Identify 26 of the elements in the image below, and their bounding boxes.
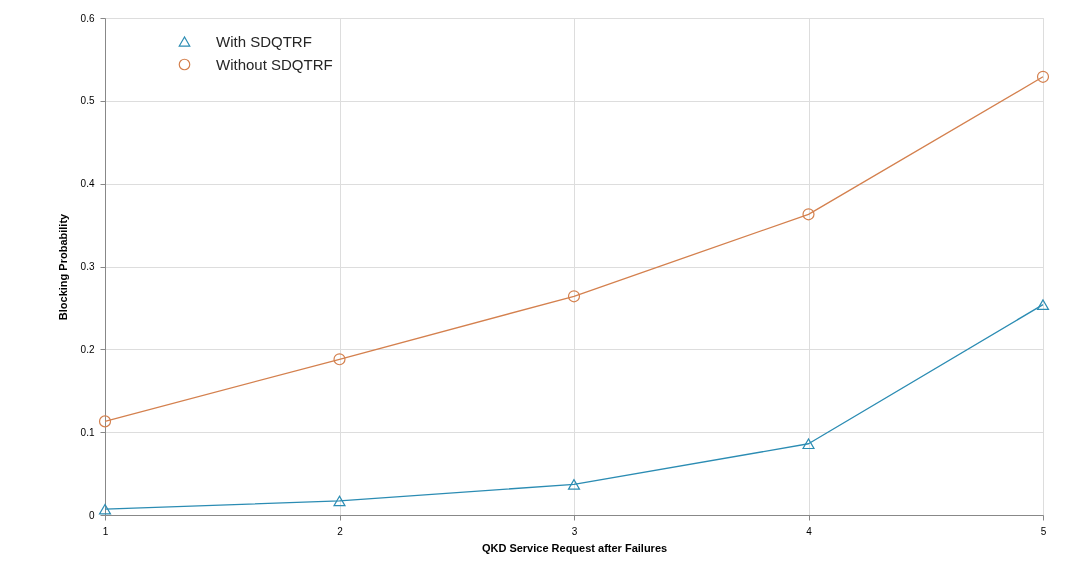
point xyxy=(98,503,112,515)
legend-label: Without SDQTRF xyxy=(216,55,333,73)
y-tick-label: 0.1 xyxy=(80,426,95,438)
point xyxy=(333,353,346,366)
x-tick-label: 3 xyxy=(571,525,578,537)
y-tick-label: 0 xyxy=(88,509,95,521)
y-tick-label: 0.3 xyxy=(80,261,95,272)
legend-label: With SDQTRF xyxy=(216,32,312,50)
y-tick-label: 0.5 xyxy=(80,95,95,107)
point xyxy=(567,290,581,303)
point xyxy=(1036,70,1050,83)
x-tick-label: 5 xyxy=(1040,525,1047,537)
y-tick-label: 0.2 xyxy=(80,343,95,355)
x-tick-label: 1 xyxy=(102,525,109,537)
y-tick-label: 0.4 xyxy=(80,178,95,190)
point xyxy=(333,495,346,507)
point xyxy=(1036,299,1050,310)
y-tick-label: 0.6 xyxy=(80,12,95,24)
point xyxy=(802,438,815,450)
x-tick-label: 2 xyxy=(337,525,344,537)
x-tick-label: 4 xyxy=(806,525,813,537)
point xyxy=(98,415,112,428)
point xyxy=(567,479,581,490)
point xyxy=(802,208,815,221)
x-axis-title: QKD Service Request after Failures xyxy=(481,541,668,554)
y-axis-title: Blocking Probability xyxy=(56,212,69,321)
